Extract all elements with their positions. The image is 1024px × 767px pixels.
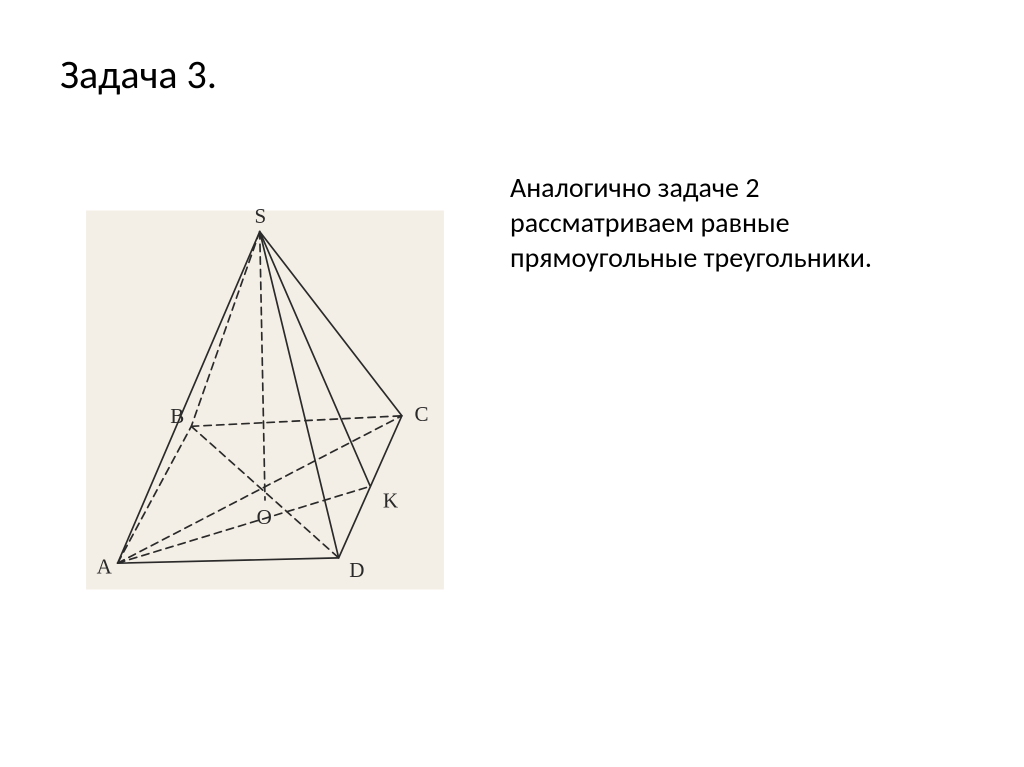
- vertex-label-B: B: [170, 404, 184, 428]
- page-title: Задача 3.: [60, 50, 217, 99]
- body-text: Аналогично задаче 2 рассматриваем равные…: [510, 170, 940, 275]
- pyramid-diagram: A B C D S O K: [75, 200, 455, 600]
- vertex-label-A: A: [97, 555, 113, 579]
- vertex-label-K: K: [383, 488, 398, 512]
- vertex-label-C: C: [414, 402, 428, 426]
- pyramid-svg: A B C D S O K: [75, 200, 455, 600]
- vertex-label-S: S: [254, 204, 266, 228]
- vertex-label-D: D: [349, 558, 364, 582]
- vertex-label-O: O: [257, 505, 272, 529]
